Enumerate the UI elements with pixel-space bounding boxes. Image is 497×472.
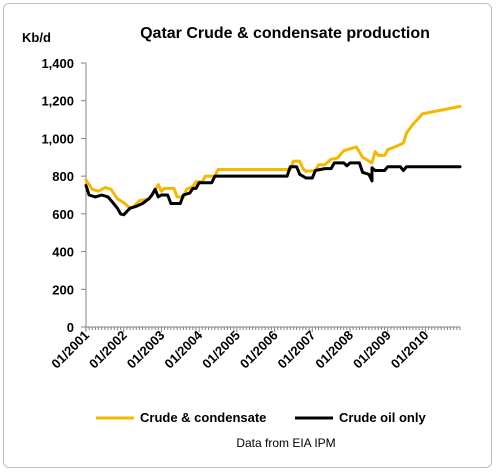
x-tick-label: 01/2005	[199, 328, 243, 372]
x-tick-label: 01/2009	[350, 328, 394, 372]
series-lines	[84, 104, 462, 217]
x-tick-label: 01/2008	[312, 328, 356, 372]
y-tick-label: 1,200	[41, 94, 74, 109]
x-tick-label: 01/2004	[161, 327, 205, 371]
y-tick-label: 400	[52, 245, 74, 260]
chart-title: Qatar Crude & condensate production	[140, 25, 430, 42]
x-tick-label: 01/2003	[124, 328, 168, 372]
y-tick-label: 800	[52, 169, 74, 184]
x-axis-ticks: 01/200101/200201/200301/200401/200501/20…	[48, 327, 461, 372]
chart-frame	[3, 3, 492, 468]
y-tick-label: 600	[52, 207, 74, 222]
x-tick-label: 01/2007	[275, 328, 319, 372]
legend-label-crude-condensate: Crude & condensate	[140, 410, 266, 425]
y-axis-unit-label: Kb/d	[22, 30, 51, 45]
legend: Crude & condensate Crude oil only	[96, 410, 426, 425]
legend-label-crude-oil-only: Crude oil only	[339, 410, 426, 425]
source-note: Data from EIA IPM	[236, 436, 335, 450]
x-tick-label: 01/2006	[237, 328, 281, 372]
y-tick-label: 1,400	[41, 56, 74, 71]
y-tick-label: 200	[52, 282, 74, 297]
x-tick-label: 01/2002	[86, 328, 130, 372]
series-line-crude-condensate	[84, 104, 462, 210]
y-tick-label: 1,000	[41, 131, 74, 146]
y-tick-label: 0	[67, 320, 74, 335]
y-axis-ticks: 0 200 400 600 800 1,000 1,200 1,400	[41, 56, 86, 335]
series-line-crude-oil-only	[84, 161, 462, 217]
x-tick-label: 01/2010	[388, 328, 432, 372]
